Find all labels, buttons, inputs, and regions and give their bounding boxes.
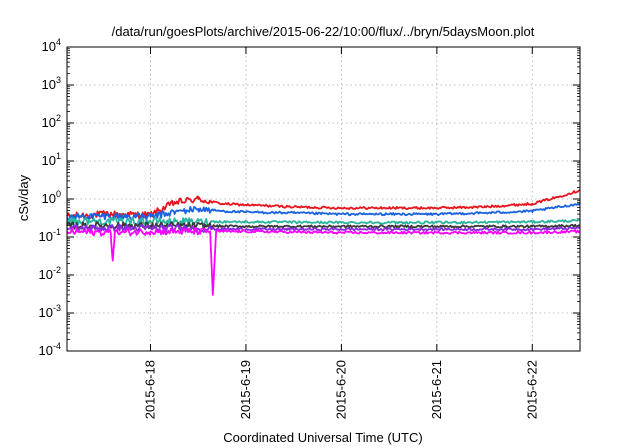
x-tick-label: 2015-6-18	[143, 360, 158, 419]
y-tick-exponent: 0	[56, 189, 61, 199]
x-tick-label: 2015-6-22	[524, 360, 539, 419]
y-tick-label: 10-1	[39, 227, 61, 244]
y-tick-label: 10-2	[39, 265, 61, 282]
series-line-6	[66, 227, 581, 296]
y-tick-label: 104	[42, 37, 61, 54]
y-tick-exponent: 3	[56, 75, 61, 85]
y-tick-mantissa: 10	[39, 229, 53, 244]
x-axis-label: Coordinated Universal Time (UTC)	[223, 430, 422, 445]
y-tick-exponent: -2	[53, 265, 61, 275]
y-tick-mantissa: 10	[42, 39, 56, 54]
y-tick-label: 103	[42, 75, 61, 92]
y-tick-exponent: 4	[56, 37, 61, 47]
y-tick-exponent: -4	[53, 341, 61, 351]
series-line-2	[66, 202, 581, 221]
y-tick-label: 10-3	[39, 303, 61, 320]
series-line-5	[66, 224, 581, 233]
y-tick-exponent: -1	[53, 227, 61, 237]
chart-title: /data/run/goesPlots/archive/2015-06-22/1…	[112, 24, 535, 39]
y-tick-label: 10-4	[39, 341, 61, 358]
x-tick-label: 2015-6-20	[333, 360, 348, 419]
y-tick-mantissa: 10	[42, 115, 56, 130]
y-tick-exponent: -3	[53, 303, 61, 313]
y-tick-mantissa: 10	[39, 305, 53, 320]
y-tick-mantissa: 10	[39, 343, 53, 358]
y-tick-mantissa: 10	[42, 153, 56, 168]
y-tick-label: 102	[42, 113, 61, 130]
y-axis-label: cSv/day	[16, 174, 31, 221]
series-layer	[66, 189, 581, 296]
y-tick-label: 100	[42, 189, 61, 206]
x-tick-label: 2015-6-19	[238, 360, 253, 419]
series-line-3	[66, 216, 581, 226]
x-tick-labels: 2015-6-18 2015-6-19 2015-6-20 2015-6-21 2015…	[143, 360, 540, 419]
y-tick-label: 101	[42, 151, 61, 168]
y-tick-mantissa: 10	[39, 267, 53, 282]
y-tick-mantissa: 10	[42, 77, 56, 92]
series-line-4	[66, 221, 581, 231]
y-tick-exponent: 2	[56, 113, 61, 123]
grid	[67, 46, 580, 352]
y-tick-exponent: 1	[56, 151, 61, 161]
y-tick-mantissa: 10	[42, 191, 56, 206]
plot-frame	[66, 46, 581, 352]
x-tick-label: 2015-6-21	[429, 360, 444, 419]
